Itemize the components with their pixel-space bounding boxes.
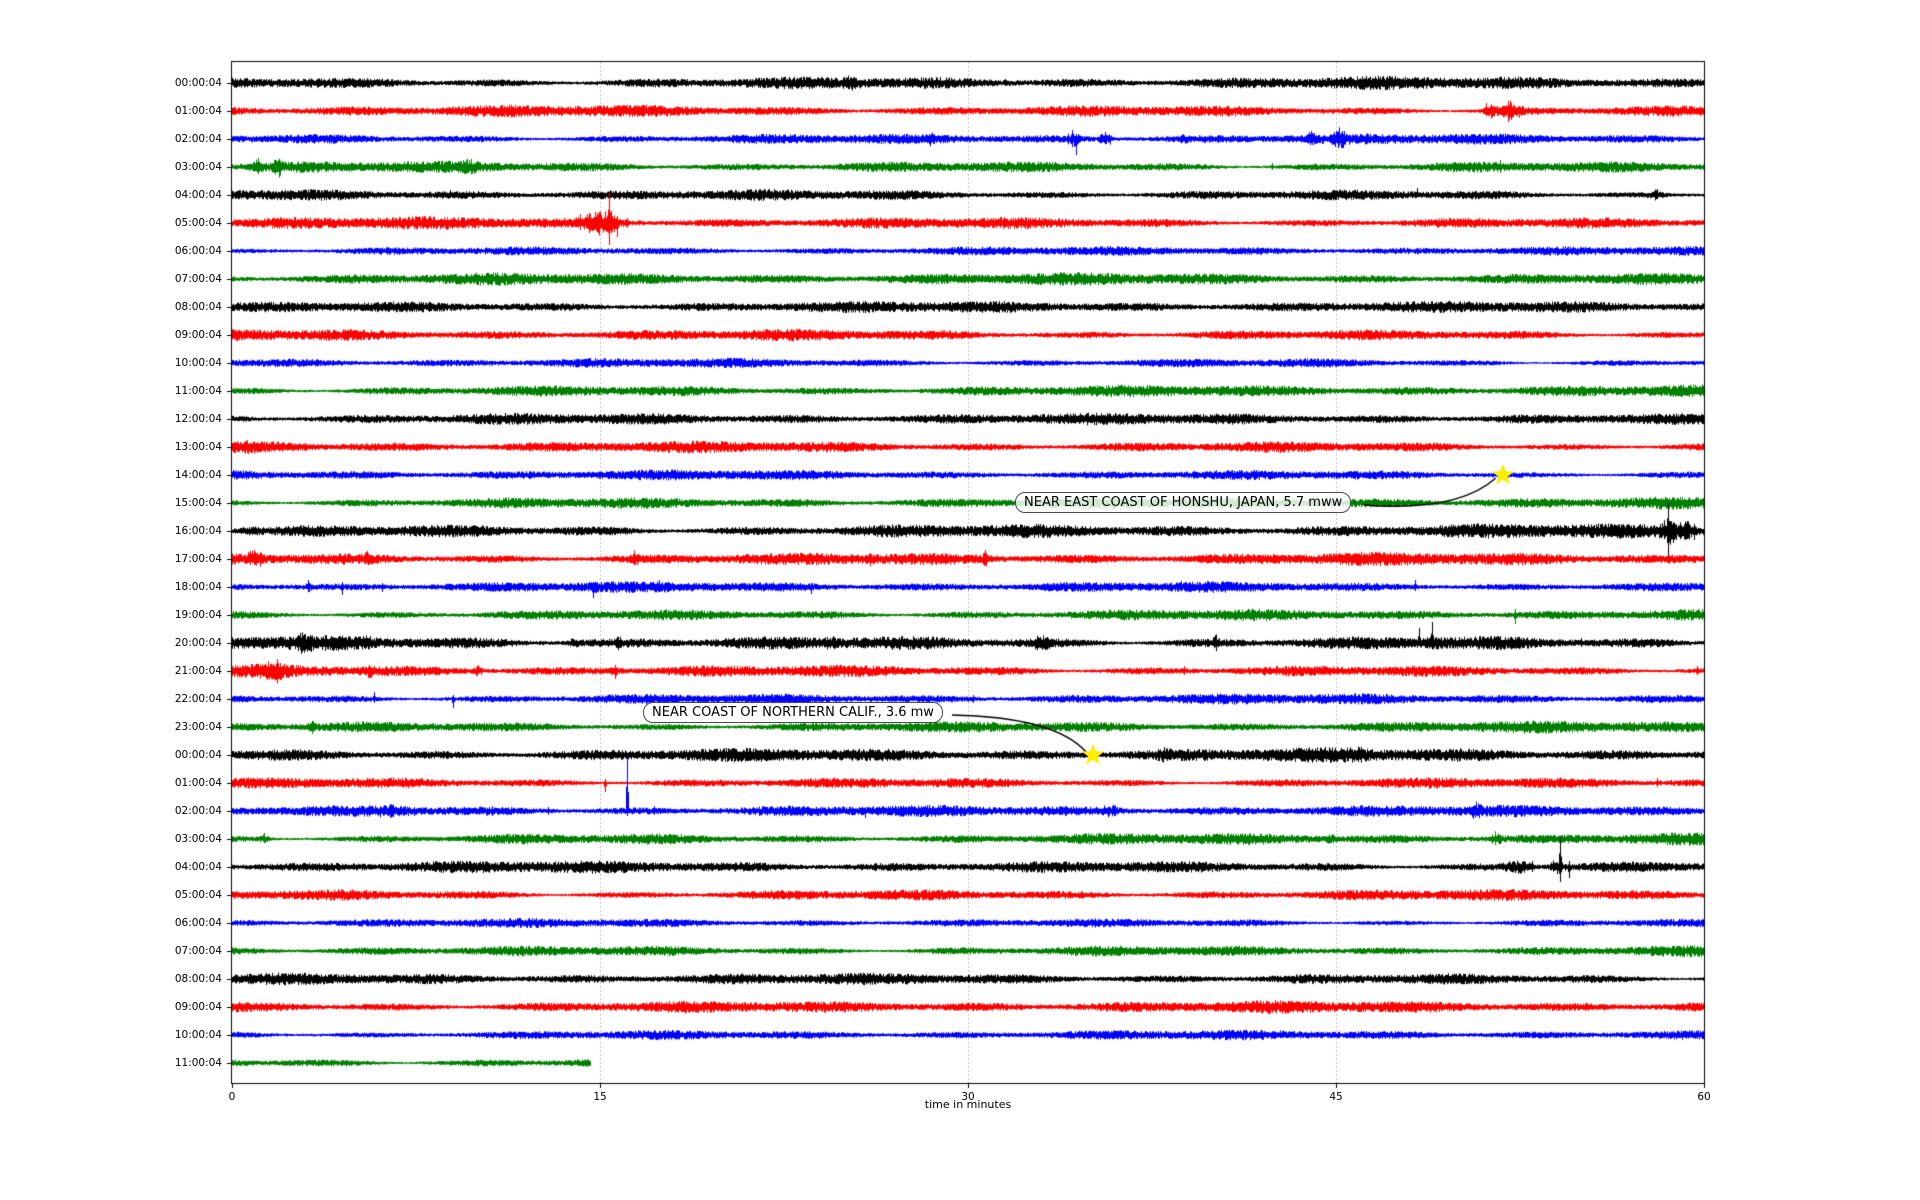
y-tick-label: 21:00:04 — [174, 665, 222, 677]
x-tick-label: 30 — [961, 1091, 975, 1103]
y-tick-label: 04:00:04 — [174, 189, 222, 201]
y-tick-label: 06:00:04 — [174, 245, 222, 257]
y-tick-label: 11:00:04 — [174, 1057, 222, 1069]
y-tick-label: 05:00:04 — [174, 889, 222, 901]
y-tick-label: 02:00:04 — [174, 133, 222, 145]
y-tick-label: 09:00:04 — [174, 329, 222, 341]
x-tick-label: 60 — [1697, 1091, 1711, 1103]
star-shape — [1082, 744, 1105, 765]
x-tick-label: 45 — [1329, 1091, 1343, 1103]
y-tick-label: 01:00:04 — [174, 777, 222, 789]
y-tick-label: 05:00:04 — [174, 217, 222, 229]
x-tick-label: 0 — [228, 1091, 236, 1103]
y-tick-label: 00:00:04 — [174, 77, 222, 89]
event-star-icon — [1082, 744, 1105, 765]
y-tick-label: 04:00:04 — [174, 861, 222, 873]
y-tick-label: 08:00:04 — [174, 973, 222, 985]
y-tick-label: 03:00:04 — [174, 833, 222, 845]
y-tick-label: 08:00:04 — [174, 301, 222, 313]
y-tick-label: 07:00:04 — [174, 945, 222, 957]
y-tick-label: 13:00:04 — [174, 441, 222, 453]
y-tick-label: 06:00:04 — [174, 917, 222, 929]
star-shape — [1491, 464, 1514, 485]
event-label-honshu: NEAR EAST COAST OF HONSHU, JAPAN, 5.7 mw… — [1015, 492, 1352, 513]
y-tick-label: 03:00:04 — [174, 161, 222, 173]
y-tick-label: 12:00:04 — [174, 413, 222, 425]
y-tick-label: 18:00:04 — [174, 581, 222, 593]
y-tick-label: 19:00:04 — [174, 609, 222, 621]
y-tick-label: 16:00:04 — [174, 525, 222, 537]
y-tick-label: 15:00:04 — [174, 497, 222, 509]
x-axis-title: time in minutes — [924, 1098, 1012, 1111]
event-star-icon — [1491, 464, 1514, 485]
event-label-norcal: NEAR COAST OF NORTHERN CALIF., 3.6 mw — [643, 702, 943, 723]
y-tick-label: 00:00:04 — [174, 749, 222, 761]
y-tick-label: 22:00:04 — [174, 693, 222, 705]
y-tick-label: 20:00:04 — [174, 637, 222, 649]
y-tick-label: 23:00:04 — [174, 721, 222, 733]
y-tick-label: 10:00:04 — [174, 357, 222, 369]
y-tick-label: 02:00:04 — [174, 805, 222, 817]
x-tick-label: 15 — [593, 1091, 607, 1103]
y-tick-label: 10:00:04 — [174, 1029, 222, 1041]
y-tick-label: 01:00:04 — [174, 105, 222, 117]
y-tick-label: 11:00:04 — [174, 385, 222, 397]
y-tick-label: 07:00:04 — [174, 273, 222, 285]
y-tick-label: 17:00:04 — [174, 553, 222, 565]
y-tick-label: 14:00:04 — [174, 469, 222, 481]
y-tick-label: 09:00:04 — [174, 1001, 222, 1013]
